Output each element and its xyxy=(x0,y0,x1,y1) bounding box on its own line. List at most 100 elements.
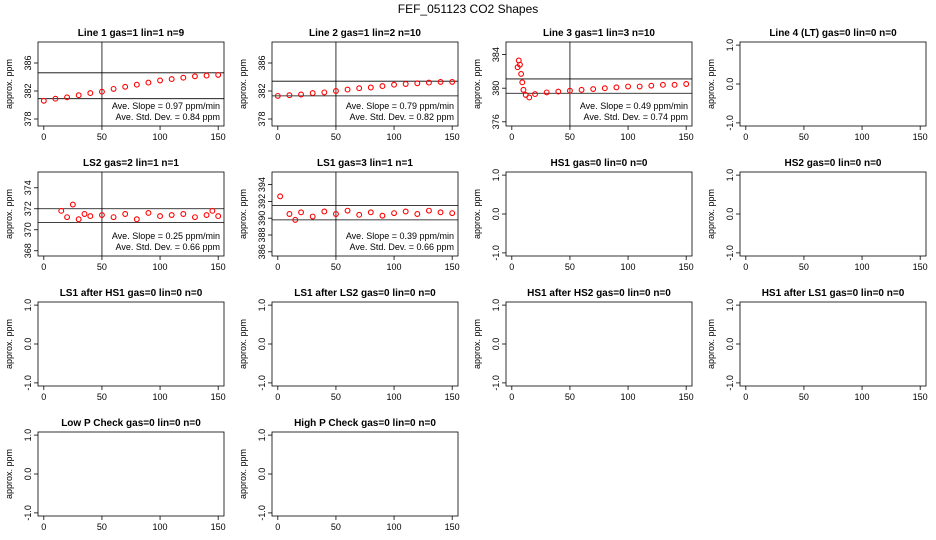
y-tick-label: 1.0 xyxy=(23,299,33,312)
x-tick-label: 100 xyxy=(855,392,870,402)
y-axis-label: approx. ppm xyxy=(4,319,14,369)
y-tick-label: 0.0 xyxy=(725,338,735,351)
data-point xyxy=(519,79,526,86)
data-point xyxy=(209,207,216,214)
data-point xyxy=(203,72,210,79)
chart-panel: Line 2 gas=1 lin=2 n=10 0 50 100 150 378 382 38… xyxy=(238,28,460,142)
chart-panel: HS1 after HS2 gas=0 lin=0 n=0 0 50 100 150 -1… xyxy=(472,288,694,402)
data-point xyxy=(648,82,655,89)
data-point xyxy=(52,95,59,102)
y-tick-label: 372 xyxy=(23,201,33,216)
data-point xyxy=(391,81,398,88)
data-point xyxy=(449,210,456,217)
x-tick-label: 0 xyxy=(275,132,280,142)
y-tick-label: 378 xyxy=(257,111,267,126)
data-point xyxy=(543,89,550,96)
plot-frame xyxy=(505,41,693,127)
data-point xyxy=(402,208,409,215)
x-tick-label: 50 xyxy=(97,262,107,272)
data-point xyxy=(671,81,678,88)
data-point xyxy=(298,209,305,216)
data-point xyxy=(75,216,82,223)
chart-panel: HS1 after LS1 gas=0 lin=0 n=0 0 50 100 150 -1… xyxy=(706,288,928,402)
data-point xyxy=(344,86,351,93)
y-tick-label: 1.0 xyxy=(725,169,735,182)
x-tick-label: 150 xyxy=(445,132,460,142)
data-point xyxy=(356,85,363,92)
y-tick-label: 386 xyxy=(257,244,267,259)
stats-annotation: Ave. Slope = 0.49 ppm/min xyxy=(580,101,688,111)
x-tick-label: 100 xyxy=(855,262,870,272)
data-point xyxy=(683,81,690,87)
y-tick-label: -1.0 xyxy=(23,505,33,521)
y-tick-label: 374 xyxy=(23,180,33,195)
x-tick-label: 50 xyxy=(331,392,341,402)
x-tick-label: 0 xyxy=(41,132,46,142)
panel-title: HS1 after LS1 gas=0 lin=0 n=0 xyxy=(762,288,905,299)
x-tick-label: 100 xyxy=(153,392,168,402)
stats-annotation: Ave. Std. Dev. = 0.66 ppm xyxy=(350,242,454,252)
stats-annotation: Ave. Slope = 0.97 ppm/min xyxy=(112,101,220,111)
plot-frame xyxy=(37,301,225,387)
data-point xyxy=(437,209,444,216)
data-point xyxy=(414,211,421,217)
y-tick-label: 1.0 xyxy=(491,169,501,182)
data-point xyxy=(145,79,152,86)
plot-frame xyxy=(739,301,927,387)
chart-panel: Low P Check gas=0 lin=0 n=0 0 50 100 150 -1.0… xyxy=(4,418,226,532)
x-tick-label: 100 xyxy=(387,522,402,532)
plot-frame xyxy=(739,171,927,257)
x-tick-label: 100 xyxy=(153,262,168,272)
panel-title: LS1 gas=3 lin=1 n=1 xyxy=(317,158,413,169)
x-tick-label: 50 xyxy=(799,392,809,402)
data-point xyxy=(215,71,222,78)
y-tick-label: 0.0 xyxy=(491,338,501,351)
y-tick-label: 1.0 xyxy=(725,299,735,312)
data-point xyxy=(286,211,293,217)
data-point xyxy=(98,88,105,95)
stats-annotation: Ave. Slope = 0.25 ppm/min xyxy=(112,231,220,241)
x-tick-label: 100 xyxy=(621,392,636,402)
y-axis-label: approx. ppm xyxy=(706,59,716,109)
data-point xyxy=(555,88,562,95)
y-axis-label: approx. ppm xyxy=(238,59,248,109)
panel-title: Line 4 (LT) gas=0 lin=0 n=0 xyxy=(769,28,897,39)
y-tick-label: 380 xyxy=(491,81,501,96)
y-axis-label: approx. ppm xyxy=(238,189,248,239)
data-point xyxy=(274,92,281,99)
data-point xyxy=(298,91,305,98)
y-tick-label: 1.0 xyxy=(257,429,267,442)
x-tick-label: 150 xyxy=(211,132,226,142)
x-tick-label: 150 xyxy=(679,132,694,142)
x-tick-label: 150 xyxy=(913,392,928,402)
y-tick-label: -1.0 xyxy=(725,375,735,391)
plot-frame xyxy=(271,171,459,257)
data-point xyxy=(110,85,117,92)
x-tick-label: 50 xyxy=(331,262,341,272)
data-point xyxy=(122,211,129,217)
x-tick-label: 50 xyxy=(799,132,809,142)
x-tick-label: 150 xyxy=(913,132,928,142)
chart-panel: Line 4 (LT) gas=0 lin=0 n=0 0 50 100 150 -1.0… xyxy=(706,28,928,142)
data-point xyxy=(75,92,82,99)
data-point xyxy=(402,81,409,87)
data-point xyxy=(625,83,632,90)
data-point xyxy=(286,92,293,99)
data-point xyxy=(168,212,175,219)
panel-grid: Line 1 gas=1 lin=1 n=9 0 50 100 150 378 382 386… xyxy=(4,28,928,532)
data-point xyxy=(367,209,374,216)
data-point xyxy=(437,78,444,85)
x-tick-label: 100 xyxy=(621,262,636,272)
x-tick-label: 100 xyxy=(855,132,870,142)
data-point xyxy=(332,88,339,94)
data-point xyxy=(64,94,71,101)
y-tick-label: -1.0 xyxy=(491,245,501,261)
data-point xyxy=(414,80,421,87)
panel-title: HS1 after HS2 gas=0 lin=0 n=0 xyxy=(527,288,671,299)
y-tick-label: 0.0 xyxy=(23,468,33,481)
plot-frame xyxy=(505,301,693,387)
data-point xyxy=(613,84,620,91)
x-tick-label: 50 xyxy=(97,392,107,402)
y-tick-label: 0.0 xyxy=(257,468,267,481)
data-point xyxy=(379,83,386,90)
